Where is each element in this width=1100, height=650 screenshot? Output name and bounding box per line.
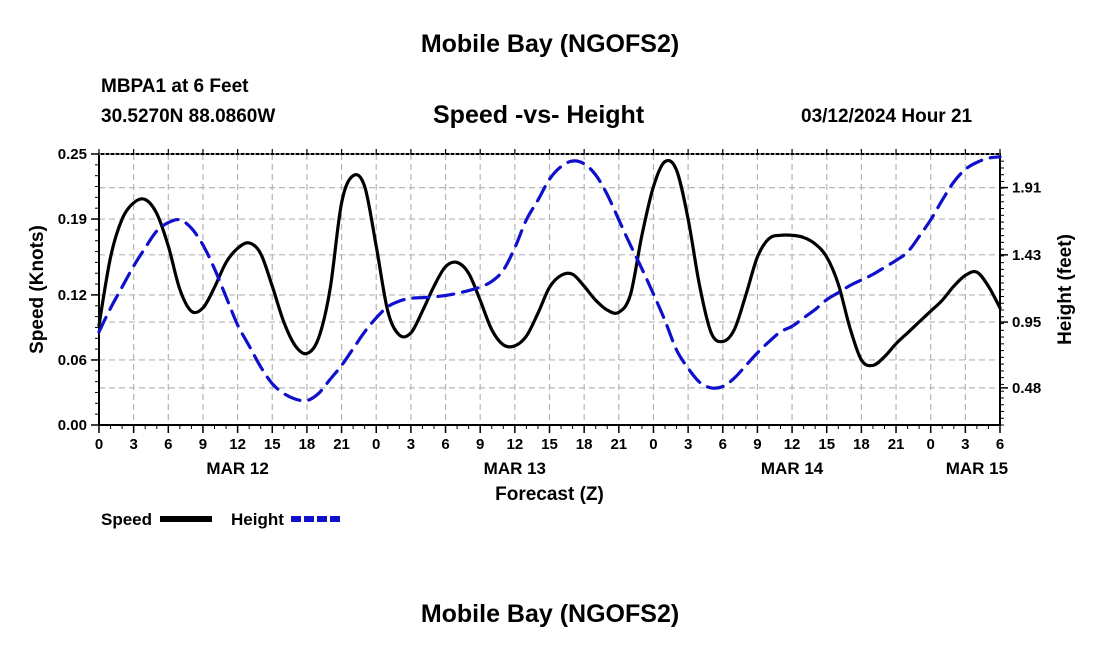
page-title-bottom: Mobile Bay (NGOFS2) bbox=[420, 600, 680, 628]
legend-label-speed: Speed bbox=[101, 510, 152, 529]
x-date-label: MAR 14 bbox=[761, 459, 824, 478]
x-date-label: MAR 15 bbox=[946, 459, 1008, 478]
y2-tick-label: 0.95 bbox=[1012, 314, 1041, 331]
x-tick-label: 15 bbox=[541, 436, 558, 453]
x-tick-label: 3 bbox=[407, 436, 415, 453]
chart-subtitle: Speed -vs- Height bbox=[433, 101, 645, 129]
y-tick-label: 0.19 bbox=[58, 211, 87, 228]
x-tick-label: 21 bbox=[888, 436, 905, 453]
x-tick-label: 15 bbox=[818, 436, 835, 453]
x-tick-label: 18 bbox=[576, 436, 593, 453]
y-tick-label: 0.12 bbox=[58, 287, 87, 304]
x-tick-label: 21 bbox=[333, 436, 350, 453]
x-tick-label: 12 bbox=[784, 436, 801, 453]
x-tick-label: 3 bbox=[129, 436, 137, 453]
x-tick-label: 9 bbox=[753, 436, 761, 453]
x-tick-label: 6 bbox=[441, 436, 449, 453]
x-tick-label: 0 bbox=[649, 436, 657, 453]
y-tick-label: 0.06 bbox=[58, 352, 87, 369]
x-date-label: MAR 12 bbox=[206, 459, 268, 478]
y-tick-label: 0.25 bbox=[58, 146, 87, 163]
series-layer bbox=[97, 155, 1002, 403]
station-coordinates: 30.5270N 88.0860W bbox=[101, 106, 276, 127]
x-tick-label: 3 bbox=[684, 436, 692, 453]
page-title: Mobile Bay (NGOFS2) bbox=[420, 30, 680, 58]
station-label: MBPA1 at 6 Feet bbox=[101, 76, 249, 97]
x-tick-label: 21 bbox=[610, 436, 627, 453]
x-tick-label: 9 bbox=[199, 436, 207, 453]
x-tick-label: 9 bbox=[476, 436, 484, 453]
y2-tick-label: 1.43 bbox=[1012, 247, 1041, 264]
x-tick-label: 0 bbox=[927, 436, 935, 453]
x-tick-label: 0 bbox=[372, 436, 380, 453]
legend-layer: Speed Height bbox=[101, 510, 343, 529]
y2-axis-title: Height (feet) bbox=[1055, 234, 1076, 345]
y-tick-label: 0.00 bbox=[58, 417, 87, 434]
x-tick-label: 18 bbox=[299, 436, 316, 453]
y2-tick-label: 1.91 bbox=[1012, 180, 1041, 197]
forecast-datetime: 03/12/2024 Hour 21 bbox=[801, 106, 973, 127]
legend-label-height: Height bbox=[231, 510, 284, 529]
x-tick-label: 12 bbox=[229, 436, 246, 453]
y2-tick-label: 0.48 bbox=[1012, 380, 1041, 397]
x-axis-title: Forecast (Z) bbox=[495, 484, 604, 505]
x-tick-label: 15 bbox=[264, 436, 281, 453]
axes-layer: 0 3 6 9 12 15 18 21 0 3 6 9 12 15 18 21 0 3 6 9 12 15 18 21 0 3 6 M… bbox=[27, 146, 1076, 505]
x-tick-label: 18 bbox=[853, 436, 870, 453]
x-tick-label: 6 bbox=[719, 436, 727, 453]
x-tick-label: 0 bbox=[95, 436, 103, 453]
x-tick-label: 3 bbox=[961, 436, 969, 453]
series-line-height bbox=[97, 155, 1002, 403]
y-axis-title: Speed (Knots) bbox=[27, 225, 48, 354]
x-date-label: MAR 13 bbox=[484, 459, 546, 478]
x-tick-label: 6 bbox=[996, 436, 1004, 453]
x-tick-label: 12 bbox=[507, 436, 524, 453]
x-tick-label: 6 bbox=[164, 436, 172, 453]
series-line-speed bbox=[97, 158, 1002, 368]
